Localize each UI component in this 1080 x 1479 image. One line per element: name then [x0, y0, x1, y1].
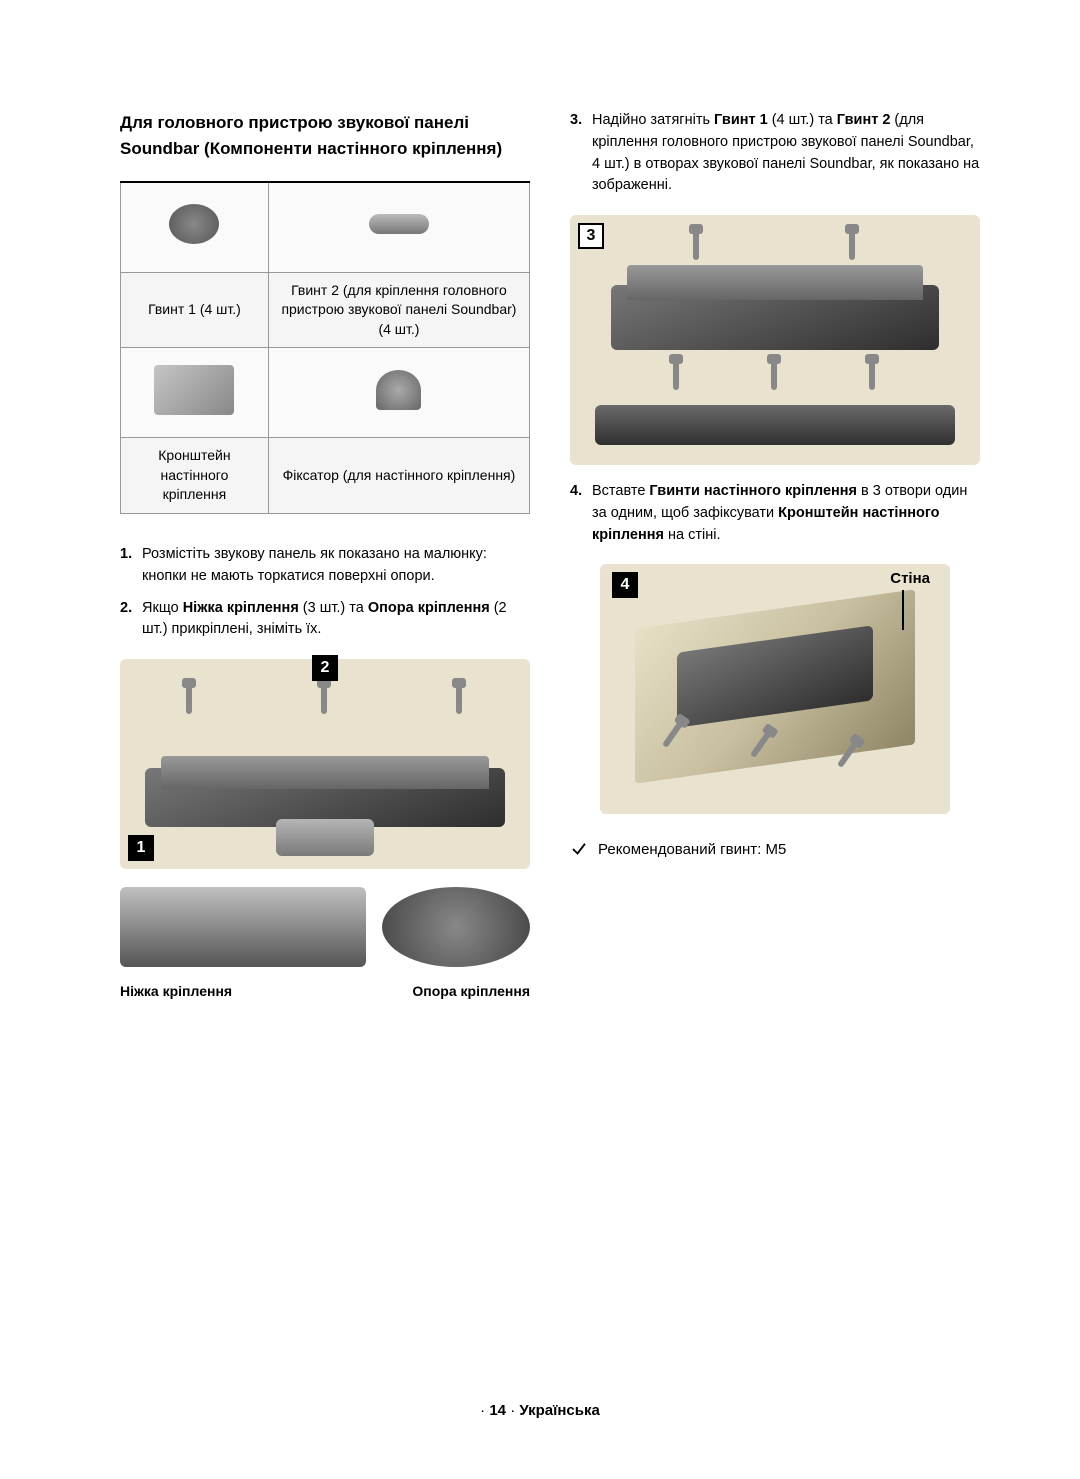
step-3-bold2: Гвинт 2	[837, 112, 891, 128]
badge-4: 4	[612, 572, 638, 598]
figure-4-container: 4 Стіна	[570, 564, 980, 814]
component-fixator-label: Фіксатор (для настінного кріплення)	[268, 438, 529, 514]
component-bracket-image	[121, 348, 269, 438]
step-4-post: на стіні.	[664, 527, 721, 543]
figure-3: 3	[570, 215, 980, 465]
step-2-mid: (3 шт.) та	[299, 600, 368, 616]
step-1-text: Розмістіть звукову панель як показано на…	[142, 546, 487, 584]
step-4-bold1: Гвинти настінного кріплення	[649, 483, 857, 499]
step-4: Вставте Гвинти настінного кріплення в 3 …	[570, 481, 980, 546]
step-1: Розмістіть звукову панель як показано на…	[120, 544, 530, 588]
figure-3-container: 3	[570, 215, 980, 465]
steps-left: Розмістіть звукову панель як показано на…	[120, 544, 530, 641]
figure-4: 4 Стіна	[600, 564, 950, 814]
badge-2: 2	[312, 655, 338, 681]
page-content: Для головного пристрою звукової панелі S…	[0, 0, 1080, 1059]
component-screw1-image	[121, 182, 269, 272]
footer-page-number: 14	[489, 1402, 506, 1419]
component-screw2-label: Гвинт 2 (для кріплення головного пристро…	[268, 272, 529, 348]
check-note-text: Рекомендований гвинт: M5	[598, 841, 786, 858]
figure-support-mini	[382, 887, 530, 967]
step-3: Надійно затягніть Гвинт 1 (4 шт.) та Гви…	[570, 110, 980, 197]
left-column: Для головного пристрою звукової панелі S…	[120, 110, 530, 999]
section-title: Для головного пристрою звукової панелі S…	[120, 110, 530, 161]
footer-dot2: ·	[510, 1402, 515, 1419]
component-fixator-image	[268, 348, 529, 438]
figure-foot-support	[120, 887, 530, 967]
footer-dot1: ·	[480, 1402, 485, 1419]
figure-2-container: 2 1	[120, 659, 530, 869]
label-wall: Стіна	[890, 570, 930, 587]
check-note: Рекомендований гвинт: M5	[570, 840, 980, 858]
caption-row: Ніжка кріплення Опора кріплення	[120, 983, 530, 999]
step-2-pre: Якщо	[142, 600, 183, 616]
right-column: Надійно затягніть Гвинт 1 (4 шт.) та Гви…	[570, 110, 980, 999]
component-screw1-label: Гвинт 1 (4 шт.)	[121, 272, 269, 348]
component-bracket-label: Кронштейн настінного кріплення	[121, 438, 269, 514]
steps-right: Надійно затягніть Гвинт 1 (4 шт.) та Гви…	[570, 110, 980, 197]
step-3-bold1: Гвинт 1	[714, 112, 768, 128]
component-screw2-image	[268, 182, 529, 272]
step-4-pre: Вставте	[592, 483, 649, 499]
badge-3: 3	[578, 223, 604, 249]
step-2: Якщо Ніжка кріплення (3 шт.) та Опора кр…	[120, 598, 530, 642]
page-footer: · 14 · Українська	[0, 1402, 1080, 1419]
badge-1: 1	[128, 835, 154, 861]
figure-foot-mini	[120, 887, 366, 967]
figure-2: 1	[120, 659, 530, 869]
footer-language: Українська	[519, 1402, 599, 1419]
caption-support: Опора кріплення	[412, 983, 530, 999]
step-3-mid1: (4 шт.) та	[768, 112, 837, 128]
check-icon	[570, 840, 588, 858]
step-2-bold1: Ніжка кріплення	[183, 600, 299, 616]
caption-foot: Ніжка кріплення	[120, 983, 232, 999]
step-3-pre: Надійно затягніть	[592, 112, 714, 128]
step-2-bold2: Опора кріплення	[368, 600, 490, 616]
components-table: Гвинт 1 (4 шт.) Гвинт 2 (для кріплення г…	[120, 181, 530, 514]
steps-right-2: Вставте Гвинти настінного кріплення в 3 …	[570, 481, 980, 546]
